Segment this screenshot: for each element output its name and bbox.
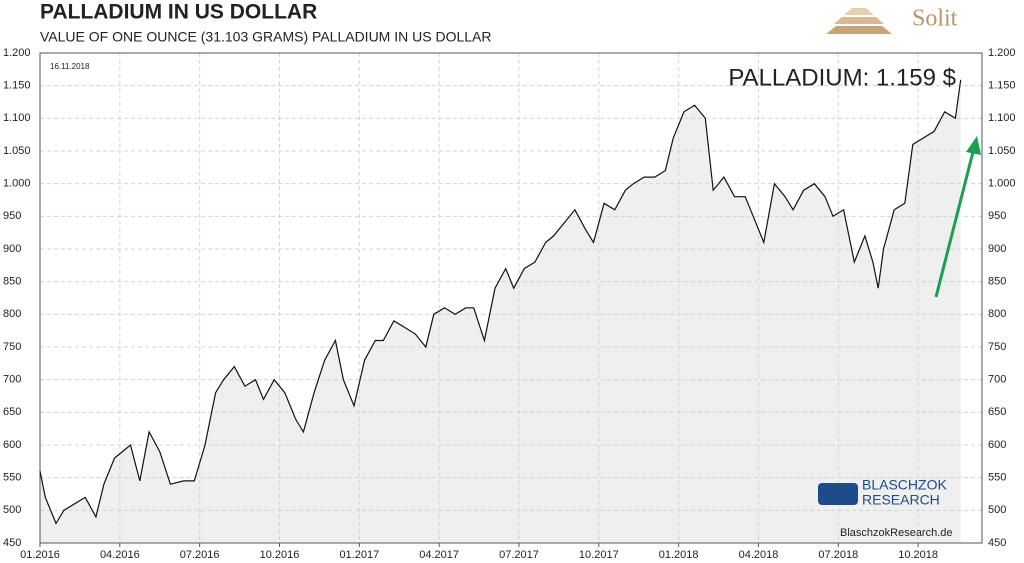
y2-tick-label: 600 (988, 439, 1006, 451)
x-tick-label: 01.2017 (339, 549, 379, 561)
solit-logo: Solit (826, 6, 958, 34)
y-tick-label: 550 (3, 472, 21, 484)
y2-tick-label: 1.050 (988, 145, 1016, 157)
plot-frame (39, 52, 983, 544)
x-tick-label: 10.2018 (898, 549, 938, 561)
date-label: 16.11.2018 (50, 62, 90, 71)
y-tick-label: 700 (3, 374, 21, 386)
price-annotation: PALLADIUM: 1.159 $ (728, 64, 956, 91)
y-tick-label: 450 (3, 537, 21, 549)
research-bottom: RESEARCH (862, 492, 940, 508)
y-tick-label: 600 (3, 439, 21, 451)
x-tick-label: 01.2018 (659, 549, 699, 561)
y2-tick-label: 550 (988, 472, 1006, 484)
y2-tick-label: 1.100 (988, 112, 1016, 124)
x-tick-label: 01.2016 (20, 549, 60, 561)
x-tick-label: 04.2016 (100, 549, 140, 561)
y2-tick-label: 750 (988, 341, 1006, 353)
y2-tick-label: 450 (988, 537, 1006, 549)
x-tick-label: 07.2017 (499, 549, 539, 561)
y2-tick-label: 700 (988, 374, 1006, 386)
area (40, 79, 961, 544)
x-tick-label: 04.2017 (419, 549, 459, 561)
y-tick-label: 900 (3, 243, 21, 255)
y-tick-label: 500 (3, 504, 21, 516)
solit-text: Solit (912, 6, 958, 32)
chart-title: PALLADIUM IN US DOLLAR (40, 1, 317, 24)
y-tick-label: 1.000 (3, 178, 31, 190)
y-tick-label: 1.100 (3, 112, 31, 124)
y-tick-label: 750 (3, 341, 21, 353)
x-tick-label: 07.2018 (818, 549, 858, 561)
research-logo: BLASCHZOK RESEARCH BlaschzokResearch.de (818, 477, 953, 539)
research-top: BLASCHZOK (862, 477, 947, 493)
y2-tick-label: 1.150 (988, 80, 1016, 92)
y-tick-label: 850 (3, 276, 21, 288)
y2-tick-label: 650 (988, 406, 1006, 418)
x-tick-label: 10.2016 (260, 549, 300, 561)
y-tick-label: 1.150 (3, 80, 31, 92)
x-tick-label: 07.2016 (180, 549, 220, 561)
y2-tick-label: 1.000 (988, 178, 1016, 190)
x-tick-label: 04.2018 (739, 549, 779, 561)
y-tick-label: 800 (3, 308, 21, 320)
y2-tick-label: 800 (988, 308, 1006, 320)
y2-tick-label: 1.200 (988, 47, 1016, 59)
chart-subtitle: VALUE OF ONE OUNCE (31.103 GRAMS) PALLAD… (40, 29, 492, 45)
y-tick-label: 950 (3, 210, 21, 222)
y2-tick-label: 500 (988, 504, 1006, 516)
y2-tick-label: 850 (988, 276, 1006, 288)
price-line (39, 79, 962, 525)
y-tick-label: 650 (3, 406, 21, 418)
website: BlaschzokResearch.de (840, 527, 953, 539)
y-tick-label: 1.050 (3, 145, 31, 157)
y2-tick-label: 950 (988, 210, 1006, 222)
x-tick-label: 10.2017 (579, 549, 619, 561)
y2-tick-label: 900 (988, 243, 1006, 255)
y-tick-label: 1.200 (3, 47, 31, 59)
trend-arrow (934, 136, 981, 298)
